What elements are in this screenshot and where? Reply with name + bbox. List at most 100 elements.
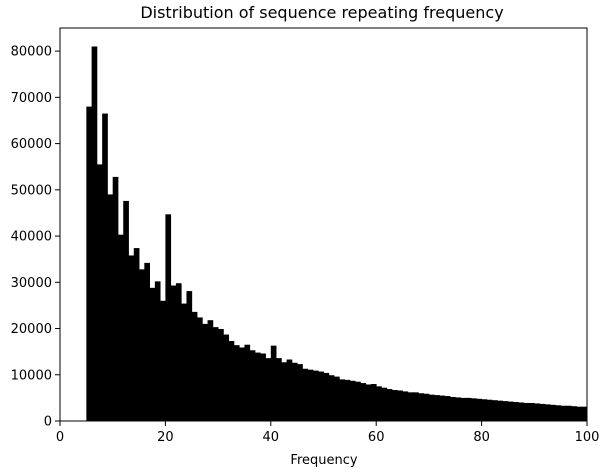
histogram-bar bbox=[228, 341, 235, 421]
histogram-bar bbox=[128, 255, 135, 421]
histogram-bar bbox=[312, 370, 319, 421]
histogram-bar bbox=[486, 399, 493, 421]
x-tick-label: 20 bbox=[157, 430, 174, 445]
histogram-bar bbox=[154, 281, 161, 421]
x-axis-ticks: 0 20 40 60 80 100 bbox=[56, 421, 600, 445]
histogram-bar bbox=[449, 396, 456, 421]
histogram-bar bbox=[165, 214, 172, 421]
y-tick-label: 20000 bbox=[11, 322, 52, 337]
histogram-bar bbox=[355, 381, 361, 421]
histogram-bar bbox=[529, 402, 535, 421]
histogram-bar bbox=[117, 234, 124, 421]
histogram-bar bbox=[507, 401, 514, 421]
histogram-bar bbox=[492, 400, 498, 421]
histogram-bar bbox=[555, 405, 562, 421]
histogram-bar bbox=[149, 287, 156, 421]
x-tick-label: 80 bbox=[473, 430, 490, 445]
histogram-bar bbox=[423, 393, 430, 421]
histogram-bar bbox=[381, 387, 388, 421]
histogram-bar bbox=[365, 384, 372, 421]
histogram-bar bbox=[107, 194, 114, 421]
histogram-bar bbox=[349, 380, 356, 421]
histogram-bar bbox=[218, 328, 224, 421]
histogram-bar bbox=[386, 389, 393, 421]
histogram-bar bbox=[212, 327, 219, 421]
histogram-bar bbox=[323, 372, 330, 421]
histogram-bar bbox=[334, 376, 340, 421]
histogram-bar bbox=[291, 362, 298, 421]
histogram-bar bbox=[565, 405, 572, 421]
histogram-bar bbox=[318, 371, 324, 421]
histogram-bar bbox=[244, 344, 251, 421]
histogram-bar bbox=[460, 397, 467, 421]
histogram-bar bbox=[344, 379, 351, 421]
histogram-bar bbox=[513, 402, 519, 421]
histogram-bar bbox=[223, 334, 230, 421]
histogram-bar bbox=[175, 283, 182, 421]
histogram-bar bbox=[518, 402, 525, 421]
histogram-bar bbox=[539, 403, 546, 421]
y-tick-label: 50000 bbox=[11, 183, 52, 198]
histogram-bar bbox=[413, 392, 419, 421]
histogram-bar bbox=[270, 345, 277, 421]
y-axis-ticks: 0 10000 20000 30000 40000 50000 60000 70000 8000… bbox=[11, 45, 60, 430]
histogram-bar bbox=[181, 303, 187, 421]
histogram-bar bbox=[544, 404, 551, 421]
y-tick-label: 0 bbox=[44, 415, 52, 430]
histogram-bar bbox=[254, 352, 261, 421]
histogram-bar bbox=[233, 345, 240, 421]
x-tick-label: 40 bbox=[263, 430, 280, 445]
histogram-bar bbox=[207, 320, 214, 421]
histogram-bar bbox=[534, 403, 540, 421]
histogram-bar bbox=[202, 323, 208, 421]
histogram-bar bbox=[197, 317, 203, 421]
histogram-bar bbox=[481, 399, 488, 421]
histogram-bar bbox=[571, 406, 577, 421]
histogram-bar bbox=[307, 369, 314, 421]
histogram-bar bbox=[523, 402, 530, 421]
histogram-bar bbox=[360, 383, 367, 421]
histogram-bar bbox=[471, 398, 477, 421]
histogram-bar bbox=[476, 398, 482, 421]
histogram-bar bbox=[434, 395, 440, 421]
histogram-bar bbox=[465, 397, 472, 421]
x-tick-label: 0 bbox=[56, 430, 64, 445]
histogram-bar bbox=[497, 400, 504, 421]
histogram-bar bbox=[339, 379, 345, 421]
histogram-bar bbox=[302, 368, 309, 421]
x-axis-label: Frequency bbox=[290, 453, 357, 468]
histogram-bar bbox=[297, 364, 303, 421]
histogram-bar bbox=[170, 285, 177, 421]
y-tick-label: 80000 bbox=[11, 45, 52, 60]
histogram-bar bbox=[160, 300, 166, 421]
histogram-bar bbox=[265, 358, 272, 421]
histogram-bar bbox=[550, 404, 556, 421]
histogram-bar bbox=[276, 358, 282, 421]
histogram-bar bbox=[86, 106, 93, 421]
histogram-bar bbox=[581, 406, 588, 421]
histogram-bar bbox=[576, 406, 583, 421]
histogram-bar bbox=[328, 375, 335, 421]
histogram-bar bbox=[392, 390, 398, 421]
histogram-bar bbox=[560, 405, 567, 421]
histogram-bar bbox=[102, 113, 108, 422]
histogram-bar bbox=[455, 397, 461, 421]
y-tick-label: 40000 bbox=[11, 230, 52, 245]
histogram-bar bbox=[186, 291, 193, 421]
histogram-bar bbox=[397, 390, 403, 421]
x-tick-label: 100 bbox=[575, 430, 600, 445]
histogram-bar bbox=[407, 392, 414, 421]
histogram-bar bbox=[428, 394, 435, 421]
histogram-bar bbox=[96, 164, 103, 422]
y-tick-label: 70000 bbox=[11, 91, 52, 106]
y-tick-label: 30000 bbox=[11, 276, 52, 291]
y-tick-label: 10000 bbox=[11, 368, 52, 383]
histogram-bar bbox=[139, 269, 145, 421]
histogram-bar bbox=[260, 353, 266, 421]
histogram-bar bbox=[123, 200, 129, 421]
histogram-bar bbox=[418, 393, 425, 421]
histogram-bar bbox=[249, 350, 256, 421]
histogram-bar bbox=[112, 176, 119, 421]
plot-frame bbox=[59, 27, 588, 422]
histogram-bar bbox=[376, 386, 382, 421]
